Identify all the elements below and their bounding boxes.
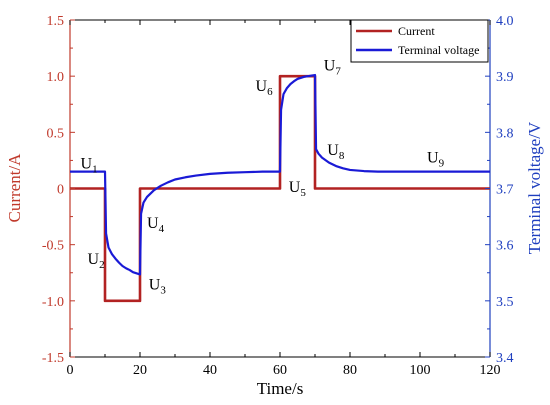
- x-axis-title: Time/s: [257, 379, 304, 398]
- x-tick-label: 20: [133, 363, 147, 378]
- y-left-tick-label: -1.0: [42, 295, 64, 310]
- y-right-tick-label: 3.9: [496, 70, 514, 85]
- y-right-tick-label: 3.6: [496, 239, 514, 254]
- y-left-tick-label: 1.5: [47, 14, 65, 29]
- x-tick-label: 120: [480, 363, 501, 378]
- legend-label-current: Current: [398, 24, 435, 38]
- x-tick-label: 80: [343, 363, 357, 378]
- annotation-u2: U2: [88, 251, 105, 271]
- y-left-tick-label: 0: [57, 183, 64, 198]
- annotation-u3: U3: [149, 277, 167, 297]
- y-left-tick-label: 1.0: [47, 70, 65, 85]
- y-right-tick-label: 3.4: [496, 351, 514, 366]
- y-left-tick-label: -1.5: [42, 351, 64, 366]
- legend: Current Terminal voltage: [350, 19, 489, 63]
- x-tick-label: 100: [410, 363, 431, 378]
- annotation-u5: U5: [289, 179, 307, 199]
- annotations: U1 U2 U3 U4 U5 U6 U7 U8 U9: [81, 58, 445, 297]
- legend-box: [350, 19, 489, 63]
- annotation-u6: U6: [256, 78, 274, 98]
- y-right-tick-label: 3.7: [496, 183, 514, 198]
- y-left-tick-label: -0.5: [42, 239, 64, 254]
- y-right-tick-label: 4.0: [496, 14, 514, 29]
- legend-label-voltage: Terminal voltage: [398, 43, 479, 57]
- annotation-u7: U7: [324, 58, 342, 78]
- y-left-axis-title: Current/A: [5, 153, 24, 223]
- annotation-u8: U8: [327, 142, 345, 162]
- y-right-tick-label: 3.5: [496, 295, 514, 310]
- y-right-tick-label: 3.8: [496, 126, 514, 141]
- y-left-tick-label: 0.5: [47, 126, 65, 141]
- annotation-u1: U1: [81, 155, 98, 175]
- ticks-layer: 0 20 40 60 80 100 120 -1.5 -1.0 -0.5 0 0.5 1.0 1.5 3.4…: [42, 14, 514, 378]
- annotation-u4: U4: [147, 215, 165, 235]
- annotation-u9: U9: [427, 150, 445, 170]
- y-right-axis-title: Terminal voltage/V: [525, 121, 544, 254]
- x-tick-label: 60: [273, 363, 287, 378]
- series-layer: [70, 73, 490, 303]
- series-line-terminal-voltage: [70, 73, 490, 276]
- x-tick-label: 0: [67, 363, 74, 378]
- x-tick-label: 40: [203, 363, 217, 378]
